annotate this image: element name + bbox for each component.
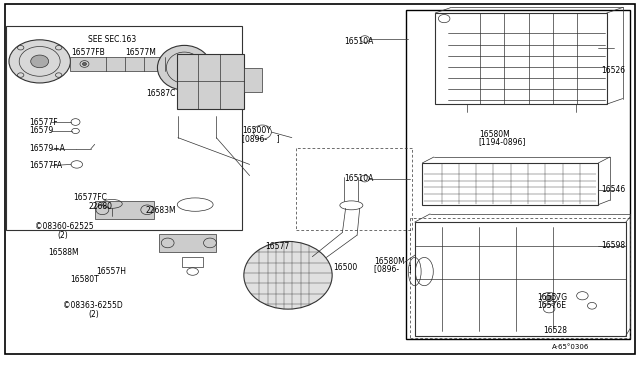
Text: A·65°0306: A·65°0306 <box>552 344 589 350</box>
Text: 16598: 16598 <box>602 241 626 250</box>
Text: 16579: 16579 <box>29 126 54 135</box>
Text: 16577FA: 16577FA <box>29 161 63 170</box>
Text: [1194-0896]: [1194-0896] <box>479 138 526 147</box>
Text: 16510A: 16510A <box>344 174 374 183</box>
Text: ©08360-62525: ©08360-62525 <box>35 222 94 231</box>
Text: 16577FB: 16577FB <box>72 48 106 57</box>
Text: 16579+A: 16579+A <box>29 144 65 153</box>
Ellipse shape <box>545 295 553 301</box>
Text: 16526: 16526 <box>602 66 626 75</box>
Bar <box>435 13 607 104</box>
Ellipse shape <box>9 40 70 83</box>
Text: 16577FC: 16577FC <box>74 193 108 202</box>
Text: 16576E: 16576E <box>538 301 566 310</box>
Bar <box>177 54 244 109</box>
Text: 16510A: 16510A <box>344 37 374 46</box>
Text: 16588M: 16588M <box>48 248 79 257</box>
Text: 16580M: 16580M <box>479 130 509 139</box>
Bar <box>244 68 262 92</box>
Bar <box>422 163 598 205</box>
Ellipse shape <box>244 241 332 309</box>
Polygon shape <box>70 57 184 71</box>
Text: 16546: 16546 <box>602 185 626 194</box>
Text: 16577M: 16577M <box>125 48 156 57</box>
Bar <box>6 26 242 230</box>
Text: SEE SEC.163: SEE SEC.163 <box>88 35 136 44</box>
Text: [0896-    ]: [0896- ] <box>242 134 280 143</box>
Bar <box>182 257 203 267</box>
Text: 16577F: 16577F <box>29 118 58 126</box>
Text: ©08363-6255D: ©08363-6255D <box>63 301 122 310</box>
Text: 16528: 16528 <box>543 326 567 335</box>
Text: 16587C: 16587C <box>146 89 175 98</box>
Ellipse shape <box>83 62 86 65</box>
Bar <box>406 10 630 339</box>
Text: 16557H: 16557H <box>96 267 126 276</box>
Text: 16557G: 16557G <box>538 293 568 302</box>
Text: 16580T: 16580T <box>70 275 99 284</box>
Text: 22680: 22680 <box>88 202 113 211</box>
Text: 16500: 16500 <box>333 263 357 272</box>
Text: 16580M: 16580M <box>374 257 405 266</box>
Text: [0896-    ]: [0896- ] <box>374 264 412 273</box>
Bar <box>415 222 626 336</box>
Text: (2): (2) <box>58 231 68 240</box>
Bar <box>95 201 154 219</box>
Ellipse shape <box>157 45 211 90</box>
Text: 22683M: 22683M <box>146 206 177 215</box>
Text: (2): (2) <box>88 310 99 319</box>
Bar <box>159 234 216 252</box>
Ellipse shape <box>31 55 49 68</box>
Text: 16577: 16577 <box>266 242 290 251</box>
Text: 16500Y: 16500Y <box>242 126 271 135</box>
